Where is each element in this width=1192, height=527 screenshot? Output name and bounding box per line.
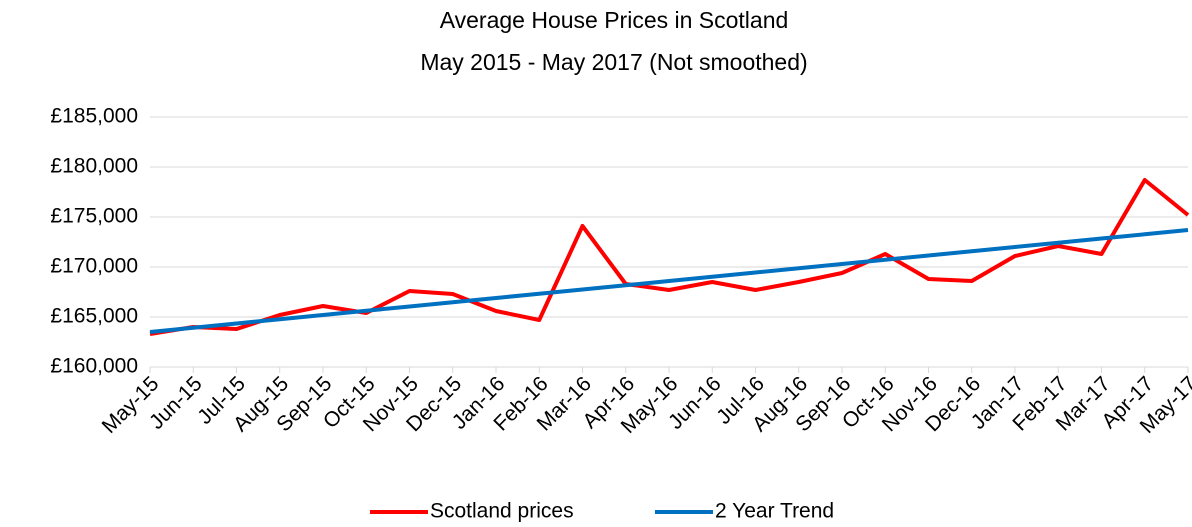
y-tick-label: £175,000 — [50, 205, 138, 228]
y-tick-label: £170,000 — [50, 255, 138, 278]
y-tick-label: £185,000 — [50, 105, 138, 128]
line-series — [149, 228, 1189, 334]
legend-label: 2 Year Trend — [715, 500, 834, 523]
x-tick-label: May-15 — [98, 372, 164, 438]
y-tick-label: £160,000 — [50, 355, 138, 378]
chart-subtitle: May 2015 - May 2017 (Not smoothed) — [420, 49, 807, 75]
line-series — [149, 178, 1190, 336]
legend-label: Scotland prices — [430, 500, 574, 523]
chart-title: Average House Prices in Scotland — [440, 7, 789, 33]
y-tick-label: £165,000 — [50, 305, 138, 328]
y-tick-label: £180,000 — [50, 155, 138, 178]
